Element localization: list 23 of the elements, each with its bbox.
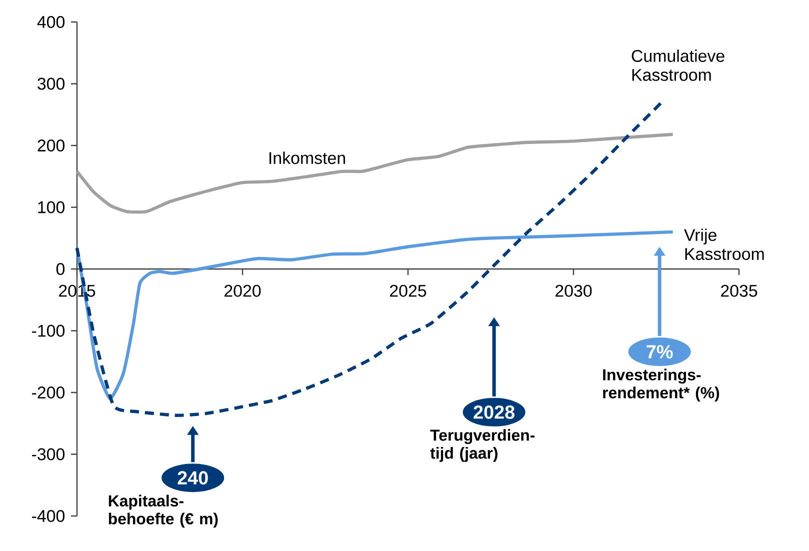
y-tick-label: 400 (37, 16, 65, 28)
annotation: Terugverdien-tijd (jaar) (430, 429, 535, 462)
legend-label: Vrije Kasstroom (684, 228, 764, 260)
y-tick-label: -400 (32, 510, 65, 522)
annotation: 7% (646, 345, 673, 358)
y-tick-label: -100 (32, 324, 65, 337)
y-tick-label: 300 (38, 78, 65, 90)
annotation: Kapitaals-behoefte (€ m) (108, 494, 218, 528)
y-tick-label: -200 (32, 386, 65, 398)
x-tick-label: 2030 (556, 284, 592, 297)
y-tick-label: 200 (38, 140, 65, 152)
y-tick-label: -300 (32, 448, 65, 460)
series-label: Inkomsten (270, 152, 345, 164)
y-tick-label: 100 (38, 201, 65, 214)
x-tick-label: 2025 (390, 284, 426, 297)
annotation: Investerings-rendement* (%) (603, 368, 720, 402)
annotation: 240 (178, 471, 208, 485)
x-tick-label: 2020 (224, 284, 261, 297)
text: Cumulatieve Kasstroom (632, 50, 724, 81)
line-series (75, 132, 674, 214)
y-tick-label: 0 (56, 263, 65, 275)
x-tick-label: 2035 (721, 284, 758, 297)
annotation: 2028 (474, 405, 515, 419)
